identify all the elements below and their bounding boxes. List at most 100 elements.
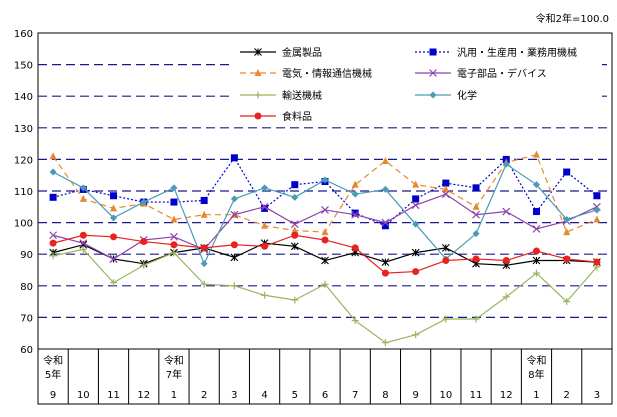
y-tick-label: 140 [14, 92, 33, 103]
y-tick-label: 120 [14, 155, 33, 166]
data-point [563, 215, 571, 223]
x-month-label: 3 [231, 390, 237, 401]
y-tick-label: 130 [14, 124, 33, 135]
data-point [254, 69, 262, 76]
data-point [110, 233, 118, 241]
data-point [532, 247, 540, 255]
data-point [254, 48, 262, 56]
x-month-label: 12 [500, 390, 513, 401]
data-point [321, 280, 329, 288]
data-point [79, 239, 88, 248]
data-point [351, 190, 359, 198]
data-point [351, 317, 359, 325]
data-point [502, 207, 511, 216]
data-point [532, 181, 540, 189]
data-point [441, 243, 450, 252]
data-point [563, 298, 571, 306]
legend-label: 金属製品 [282, 46, 322, 59]
legend-label: 電子部品・デバイス [457, 67, 547, 80]
data-point [442, 257, 450, 265]
x-month-label: 6 [322, 390, 328, 401]
data-point [110, 204, 118, 212]
data-point [381, 222, 389, 230]
data-point [140, 238, 148, 246]
data-point [170, 232, 178, 241]
x-month-label: 5 [292, 390, 298, 401]
data-point [291, 296, 299, 304]
y-tick-label: 100 [14, 219, 33, 230]
data-point [351, 244, 359, 252]
data-point [140, 261, 148, 269]
x-month-label: 2 [563, 390, 569, 401]
data-point [290, 220, 299, 229]
legend-item: 輸送機械 [240, 89, 322, 102]
legend-label: 汎用・生産用・業務用機械 [457, 46, 577, 59]
data-point [230, 210, 239, 219]
x-month-label: 8 [382, 390, 388, 401]
x-month-label: 11 [470, 390, 483, 401]
data-point [170, 184, 178, 192]
x-month-label: 3 [594, 390, 600, 401]
data-point [532, 269, 540, 277]
data-point [110, 279, 118, 287]
data-point [321, 236, 329, 244]
x-month-label: 9 [412, 390, 418, 401]
data-point [110, 214, 118, 222]
data-point [502, 160, 510, 168]
data-point [563, 255, 571, 263]
data-point [230, 282, 238, 290]
y-tick-label: 60 [20, 345, 33, 356]
legend-label: 輸送機械 [282, 89, 322, 102]
y-tick-label: 90 [20, 250, 33, 261]
data-point [412, 331, 420, 339]
data-point [200, 280, 208, 288]
data-point [429, 48, 437, 56]
data-point [49, 152, 57, 160]
data-point [321, 206, 329, 214]
x-year-label: 5年 [45, 368, 61, 381]
x-month-label: 9 [50, 390, 56, 401]
data-point [230, 241, 238, 249]
data-point [563, 168, 571, 176]
data-point [532, 208, 540, 216]
data-point [230, 195, 238, 203]
data-point [290, 242, 299, 251]
legend-label: 電気・情報通信機械 [282, 67, 372, 80]
series-lines [49, 150, 601, 347]
data-point [429, 91, 437, 99]
data-point [321, 228, 329, 236]
data-point [472, 315, 480, 323]
data-point [472, 184, 480, 192]
y-axis: 60 70 80 90 100 110 120 130 140 150 160 [14, 29, 33, 356]
data-point [412, 195, 420, 203]
data-point [351, 209, 359, 217]
data-point [261, 291, 269, 299]
legend-item: 食料品 [240, 110, 312, 123]
data-point [472, 255, 480, 263]
legend-label: 化学 [457, 89, 477, 102]
legend-item: 化学 [415, 89, 477, 102]
data-point [49, 193, 57, 201]
x-era-label: 令和 [526, 354, 546, 367]
data-point [532, 224, 541, 233]
data-point [291, 193, 299, 201]
x-year-label: 7年 [166, 368, 182, 381]
data-point [381, 185, 389, 193]
x-month-label: 12 [137, 390, 150, 401]
data-point [49, 231, 58, 240]
data-point [291, 226, 299, 234]
x-month-label: 1 [533, 390, 539, 401]
data-point [472, 230, 480, 238]
data-point [140, 198, 148, 206]
series-5 [49, 245, 601, 347]
data-point [502, 293, 510, 301]
x-axis-table [37, 348, 613, 405]
data-point [412, 220, 420, 228]
data-point [381, 258, 390, 266]
data-point [79, 245, 87, 253]
data-point [109, 255, 118, 263]
data-point [593, 192, 601, 200]
data-point [200, 260, 208, 268]
